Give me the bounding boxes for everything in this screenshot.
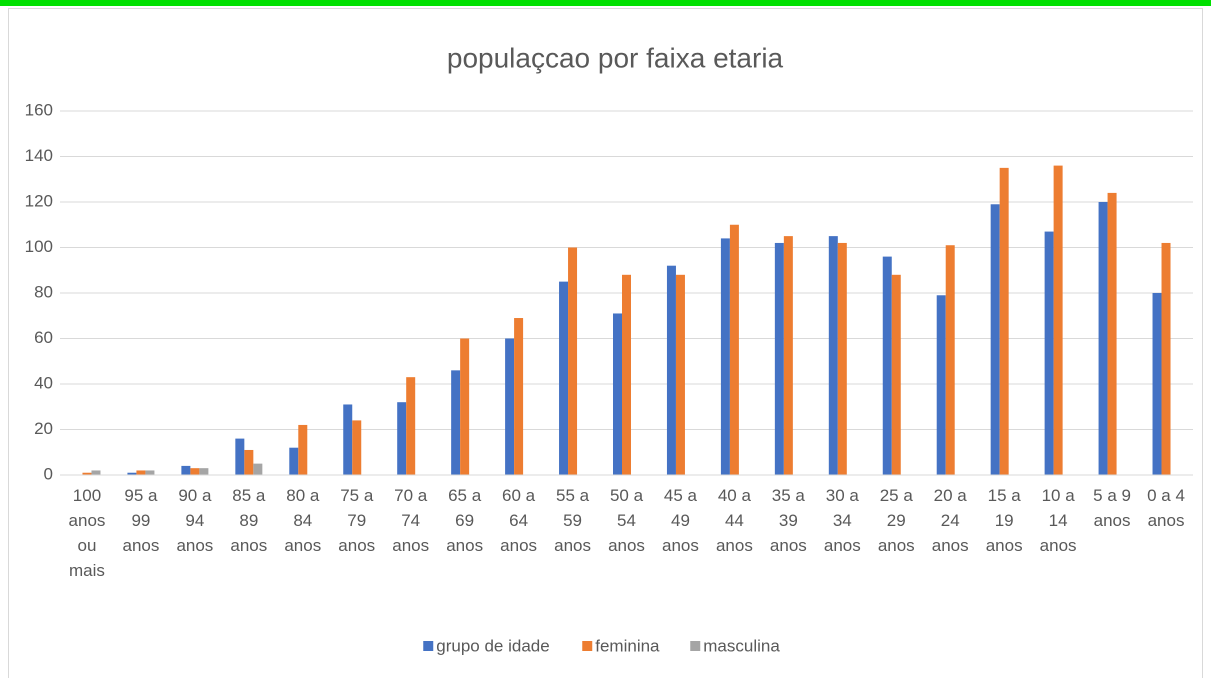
x-tick-label: 85 a 89 anos — [230, 486, 267, 555]
x-tick-label: 90 a 94 anos — [176, 486, 213, 555]
bar — [127, 472, 137, 475]
bar — [675, 274, 685, 475]
bar — [936, 295, 946, 475]
legend-label: masculina — [703, 636, 780, 655]
bar — [559, 281, 569, 475]
legend-label: grupo de idade — [436, 636, 549, 655]
bar — [720, 238, 730, 475]
bar — [352, 420, 362, 475]
x-tick-label: 15 a 19 anos — [986, 486, 1023, 555]
legend-label: feminina — [595, 636, 660, 655]
x-tick-label: 60 a 64 anos — [500, 486, 537, 555]
top-band — [0, 0, 1211, 6]
y-tick-label: 80 — [34, 282, 53, 301]
bar — [891, 274, 901, 475]
bar — [999, 167, 1009, 475]
x-tick-label: 10 a 14 anos — [1040, 486, 1077, 555]
y-tick-label: 20 — [34, 419, 53, 438]
x-tick-label: 40 a 44 anos — [716, 486, 753, 555]
bar — [990, 204, 1000, 475]
y-tick-label: 140 — [25, 146, 53, 165]
bar — [298, 424, 308, 475]
bar — [451, 370, 461, 475]
bar — [190, 468, 200, 475]
x-tick-label: 5 a 9 anos — [1093, 486, 1131, 530]
bar — [253, 463, 263, 475]
bar — [1107, 192, 1117, 475]
chart-title: populaçcao por faixa etaria — [447, 42, 784, 73]
bar — [145, 470, 155, 475]
bar — [460, 338, 470, 475]
y-tick-label: 120 — [25, 191, 53, 210]
bar — [622, 274, 631, 475]
x-tick-label: 80 a 84 anos — [284, 486, 321, 555]
bar — [505, 338, 515, 475]
bar — [136, 470, 146, 475]
bar — [837, 242, 847, 475]
bar — [343, 404, 353, 475]
y-tick-label: 60 — [34, 328, 53, 347]
x-tick-label: 55 a 59 anos — [554, 486, 591, 555]
bar — [235, 438, 245, 475]
bar — [91, 470, 101, 475]
legend-swatch — [690, 641, 701, 651]
bar — [199, 468, 209, 475]
bar — [397, 402, 407, 475]
bar — [613, 313, 622, 475]
x-tick-label: 35 a 39 anos — [770, 486, 807, 555]
bar — [1044, 231, 1054, 475]
bar — [514, 318, 524, 475]
bar — [828, 236, 838, 475]
bar — [244, 449, 254, 475]
y-tick-label: 100 — [25, 237, 53, 256]
x-tick-label: 65 a 69 anos — [446, 486, 483, 555]
bar — [1161, 242, 1171, 475]
legend-swatch — [423, 641, 434, 651]
bar — [945, 245, 955, 475]
bar — [1053, 165, 1063, 475]
bar — [666, 265, 676, 475]
bar — [289, 447, 299, 475]
y-tick-label: 40 — [34, 373, 53, 392]
bar — [882, 256, 892, 475]
bar — [181, 465, 191, 475]
x-tick-label: 30 a 34 anos — [824, 486, 861, 555]
legend-swatch — [582, 641, 593, 651]
x-tick-label: 75 a 79 anos — [338, 486, 375, 555]
chart-frame — [8, 8, 1203, 678]
bar — [1152, 293, 1162, 475]
x-tick-label: 95 a 99 anos — [122, 486, 159, 555]
bar — [729, 224, 739, 475]
x-tick-label: 50 a 54 anos — [608, 486, 645, 555]
bar — [568, 247, 578, 475]
bar — [1098, 202, 1108, 475]
x-tick-label: 25 a 29 anos — [878, 486, 915, 555]
bar — [406, 377, 416, 475]
y-tick-label: 0 — [44, 464, 53, 483]
x-tick-label: 45 a 49 anos — [662, 486, 699, 555]
y-tick-label: 160 — [25, 100, 53, 119]
bar — [783, 236, 793, 475]
bar — [774, 242, 784, 475]
x-tick-label: 20 a 24 anos — [932, 486, 969, 555]
x-tick-label: 70 a 74 anos — [392, 486, 429, 555]
bar — [82, 472, 92, 475]
x-tick-label: 100 anos ou mais — [69, 486, 106, 580]
x-tick-label: 0 a 4 anos — [1147, 486, 1185, 530]
